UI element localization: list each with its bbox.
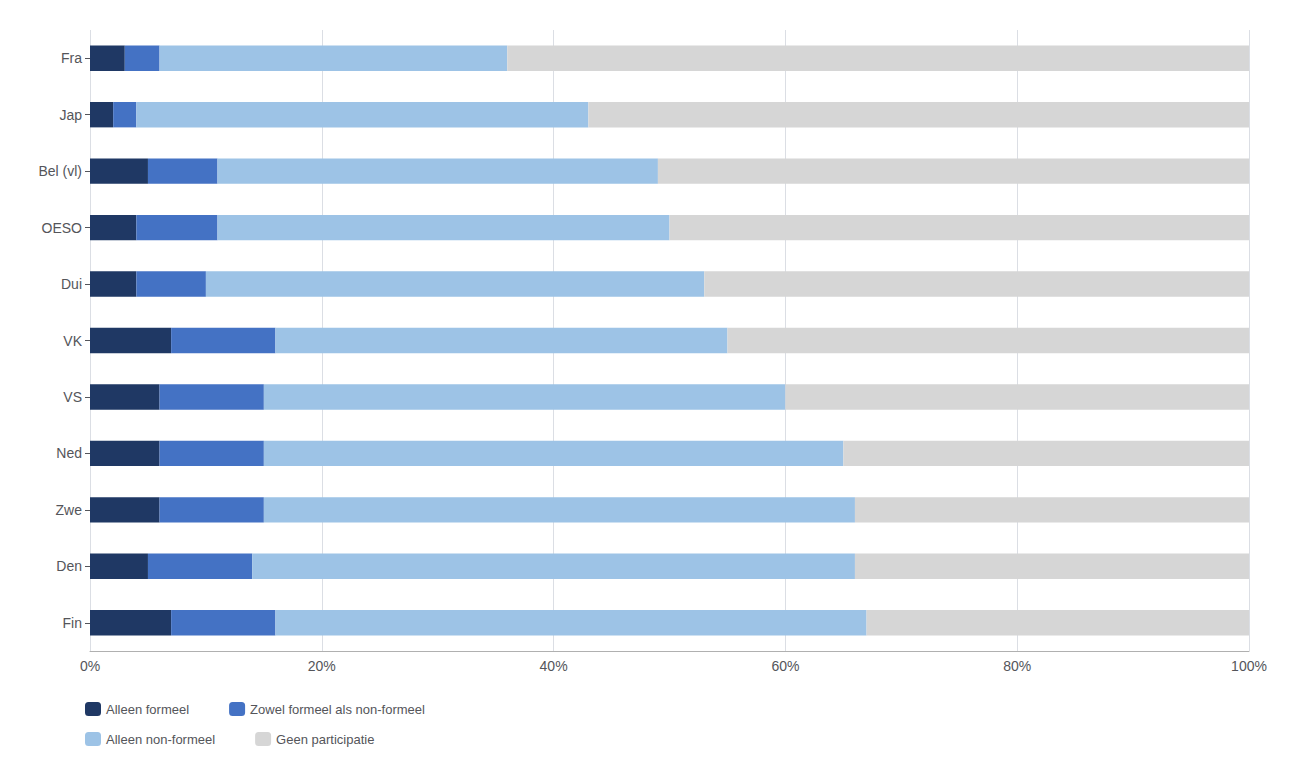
svg-text:80%: 80% bbox=[1003, 658, 1031, 674]
svg-text:Fin: Fin bbox=[63, 615, 82, 631]
svg-text:Den: Den bbox=[56, 558, 82, 574]
svg-text:Alleen formeel: Alleen formeel bbox=[106, 702, 189, 717]
svg-text:Zowel formeel als non-formeel: Zowel formeel als non-formeel bbox=[250, 702, 425, 717]
svg-text:Bel (vl): Bel (vl) bbox=[38, 163, 82, 179]
svg-text:Alleen non-formeel: Alleen non-formeel bbox=[106, 732, 215, 747]
svg-text:Ned: Ned bbox=[56, 445, 82, 461]
svg-text:Jap: Jap bbox=[59, 107, 82, 123]
svg-text:Geen participatie: Geen participatie bbox=[276, 732, 374, 747]
svg-text:Fra: Fra bbox=[61, 50, 82, 66]
svg-text:0%: 0% bbox=[80, 658, 100, 674]
svg-text:VS: VS bbox=[63, 389, 82, 405]
svg-text:VK: VK bbox=[63, 333, 82, 349]
svg-text:20%: 20% bbox=[308, 658, 336, 674]
svg-text:60%: 60% bbox=[771, 658, 799, 674]
svg-text:100%: 100% bbox=[1231, 658, 1267, 674]
svg-text:Dui: Dui bbox=[61, 276, 82, 292]
svg-text:Zwe: Zwe bbox=[56, 502, 83, 518]
svg-text:40%: 40% bbox=[540, 658, 568, 674]
svg-text:OESO: OESO bbox=[42, 220, 83, 236]
